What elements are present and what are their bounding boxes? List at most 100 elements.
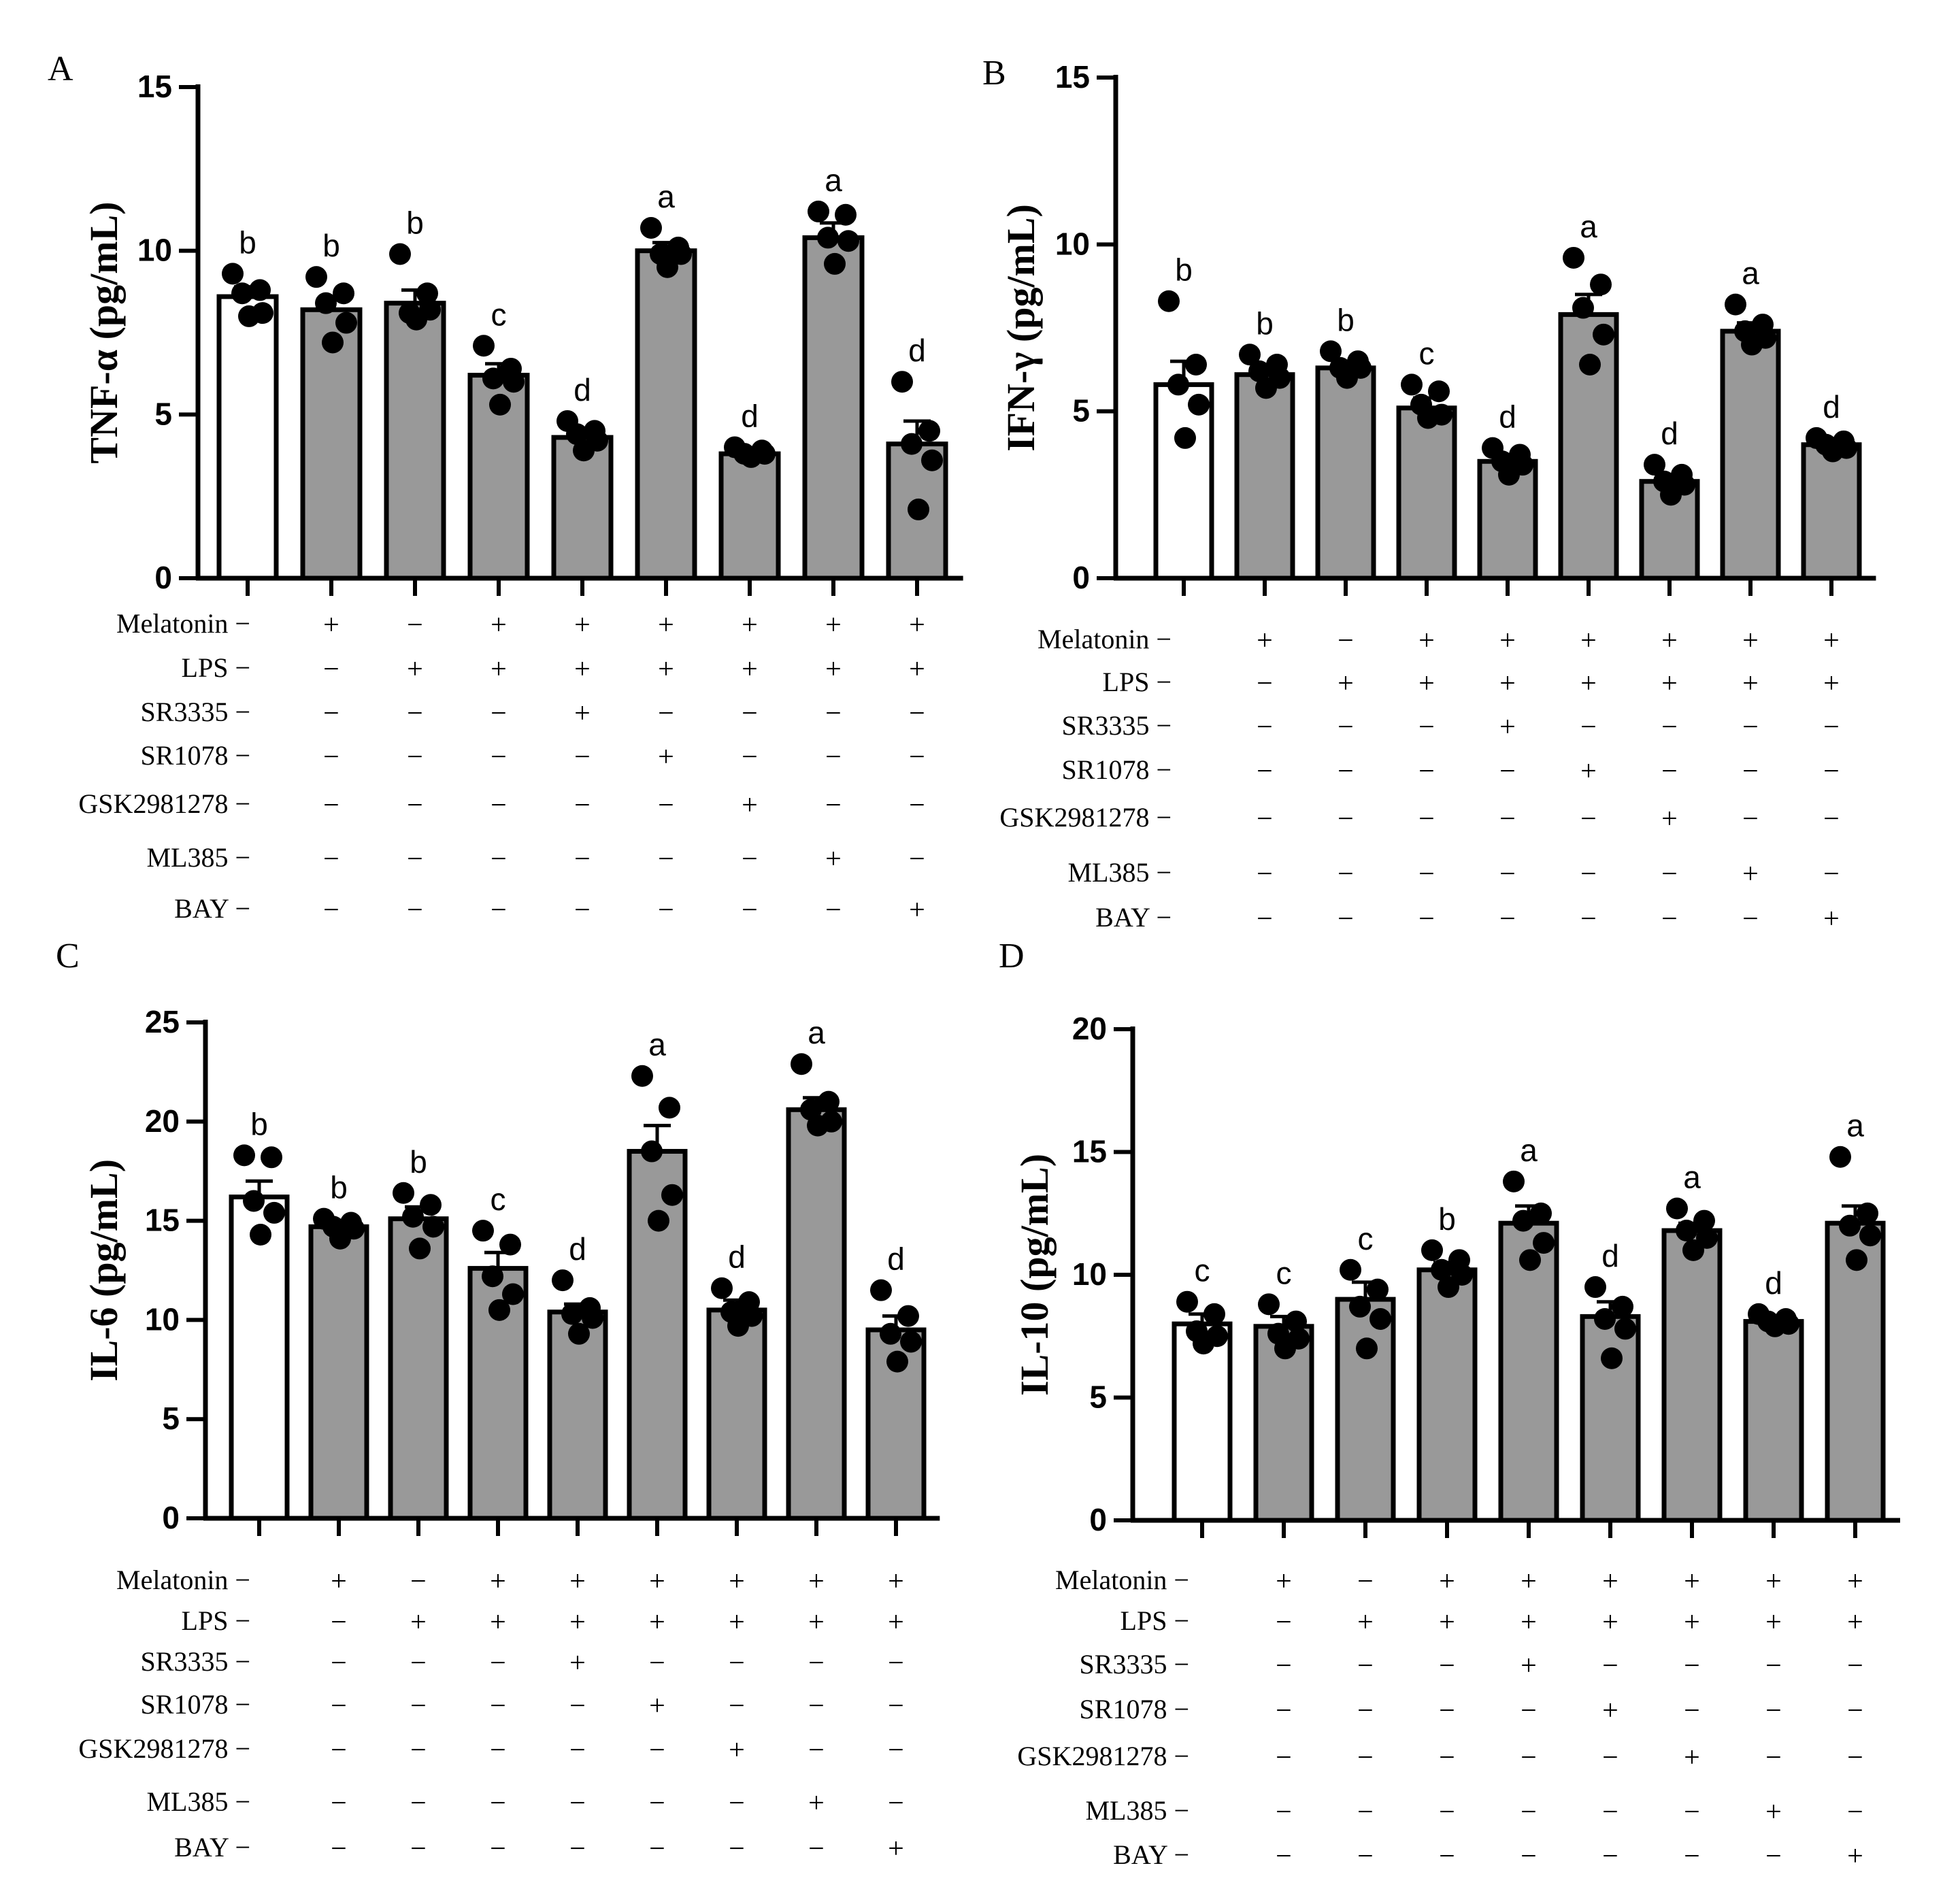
treatment-sign: + xyxy=(909,654,925,685)
treatment-sign: − xyxy=(1338,756,1354,787)
treatment-sign: + xyxy=(1847,1607,1863,1638)
treatment-sign: + xyxy=(1742,668,1759,699)
y-tick-label: 10 xyxy=(145,1301,180,1337)
treatment-sign: + xyxy=(825,844,842,875)
data-point xyxy=(422,1216,444,1238)
treatment-sign: − xyxy=(1602,1650,1618,1682)
data-point xyxy=(1512,1209,1534,1232)
significance-letter: b xyxy=(406,205,424,240)
treatment-sign: + xyxy=(888,1607,904,1638)
significance-letter: a xyxy=(1846,1108,1864,1143)
data-point xyxy=(1176,1290,1198,1313)
significance-letter: d xyxy=(574,372,591,407)
treatment-sign: − xyxy=(1276,1695,1292,1726)
treatment-sign: + xyxy=(649,1607,665,1638)
treatment-label: SR1078 − xyxy=(141,1689,250,1720)
treatment-sign: − xyxy=(331,1648,347,1679)
data-point xyxy=(818,1090,840,1113)
treatment-sign: − xyxy=(649,1648,665,1679)
treatment-sign: + xyxy=(808,1607,825,1638)
data-point xyxy=(1320,340,1342,363)
significance-letter: d xyxy=(1765,1265,1782,1301)
treatment-sign: − xyxy=(490,1648,506,1679)
treatment-sign: − xyxy=(729,1648,745,1679)
treatment-sign: + xyxy=(825,609,842,641)
treatment-label: GSK2981278 − xyxy=(999,802,1172,833)
significance-letter: c xyxy=(1276,1255,1292,1290)
treatment-sign: + xyxy=(331,1566,347,1597)
data-point xyxy=(1428,380,1450,403)
y-axis-label: IL-6 (pg/mL) xyxy=(82,1159,126,1382)
data-point xyxy=(322,331,344,354)
data-point xyxy=(315,292,337,314)
data-point xyxy=(1579,353,1601,375)
data-point xyxy=(837,230,859,252)
treatment-sign: − xyxy=(1257,756,1273,787)
significance-letter: d xyxy=(569,1231,586,1267)
treatment-sign: − xyxy=(1499,756,1516,787)
data-point xyxy=(231,282,253,305)
treatment-sign: − xyxy=(1418,858,1435,890)
treatment-sign: − xyxy=(407,741,423,773)
treatment-sign: + xyxy=(808,1788,825,1819)
treatment-sign: + xyxy=(729,1607,745,1638)
data-point xyxy=(1593,323,1614,346)
treatment-sign: + xyxy=(1765,1607,1782,1638)
data-point xyxy=(1829,1146,1851,1168)
treatment-sign: − xyxy=(1276,1841,1292,1872)
treatment-sign: − xyxy=(410,1735,427,1766)
data-point xyxy=(1846,1249,1867,1271)
data-point xyxy=(1438,1276,1459,1299)
treatment-sign: − xyxy=(407,895,423,926)
treatment-sign: − xyxy=(1338,903,1354,935)
treatment-label: LPS − xyxy=(182,652,250,683)
treatment-label: ML385 − xyxy=(1085,1795,1189,1826)
data-point xyxy=(1857,1202,1878,1224)
bar xyxy=(802,235,865,581)
treatment-sign: − xyxy=(825,790,842,821)
y-tick-label: 15 xyxy=(137,69,172,104)
treatment-sign: + xyxy=(1742,625,1759,656)
treatment-sign: + xyxy=(1847,1566,1863,1597)
significance-letter: d xyxy=(908,333,926,368)
treatment-sign: − xyxy=(1357,1797,1374,1828)
treatment-sign: − xyxy=(1338,858,1354,890)
treatment-sign: − xyxy=(1357,1650,1374,1682)
data-point xyxy=(472,1220,494,1242)
bar xyxy=(1801,442,1862,581)
treatment-sign: + xyxy=(888,1566,904,1597)
treatment-sign: − xyxy=(909,844,925,875)
data-point xyxy=(648,1209,669,1232)
data-point xyxy=(402,1205,424,1228)
bar xyxy=(1720,329,1781,581)
treatment-sign: − xyxy=(1602,1797,1618,1828)
treatment-sign: − xyxy=(407,609,423,641)
treatment-sign: − xyxy=(1823,756,1840,787)
bar xyxy=(706,1307,767,1521)
treatment-sign: − xyxy=(490,1690,506,1722)
treatment-label: SR1078 − xyxy=(141,740,250,771)
significance-letter: a xyxy=(1742,256,1759,291)
treatment-sign: + xyxy=(569,1648,586,1679)
treatment-sign: − xyxy=(1439,1650,1455,1682)
data-point xyxy=(640,216,662,239)
treatment-sign: − xyxy=(1847,1742,1863,1773)
significance-letter: b xyxy=(1175,252,1193,288)
significance-letter: c xyxy=(491,297,507,332)
treatment-sign: + xyxy=(490,1607,506,1638)
y-axis-label: IFN-γ (pg/mL) xyxy=(999,204,1043,452)
significance-letter: c xyxy=(1358,1221,1374,1256)
treatment-sign: + xyxy=(1602,1607,1618,1638)
treatment-sign: − xyxy=(1257,803,1273,835)
data-point xyxy=(1258,1293,1280,1316)
data-point xyxy=(552,1269,574,1292)
bar xyxy=(1234,372,1295,581)
treatment-sign: + xyxy=(1521,1607,1537,1638)
data-point xyxy=(1340,1258,1361,1281)
treatment-sign: − xyxy=(491,895,507,926)
y-tick-label: 0 xyxy=(1089,1502,1107,1537)
bar xyxy=(1335,1297,1396,1523)
data-point xyxy=(333,282,354,305)
data-point xyxy=(473,335,495,357)
treatment-label: Melatonin − xyxy=(116,1565,250,1595)
